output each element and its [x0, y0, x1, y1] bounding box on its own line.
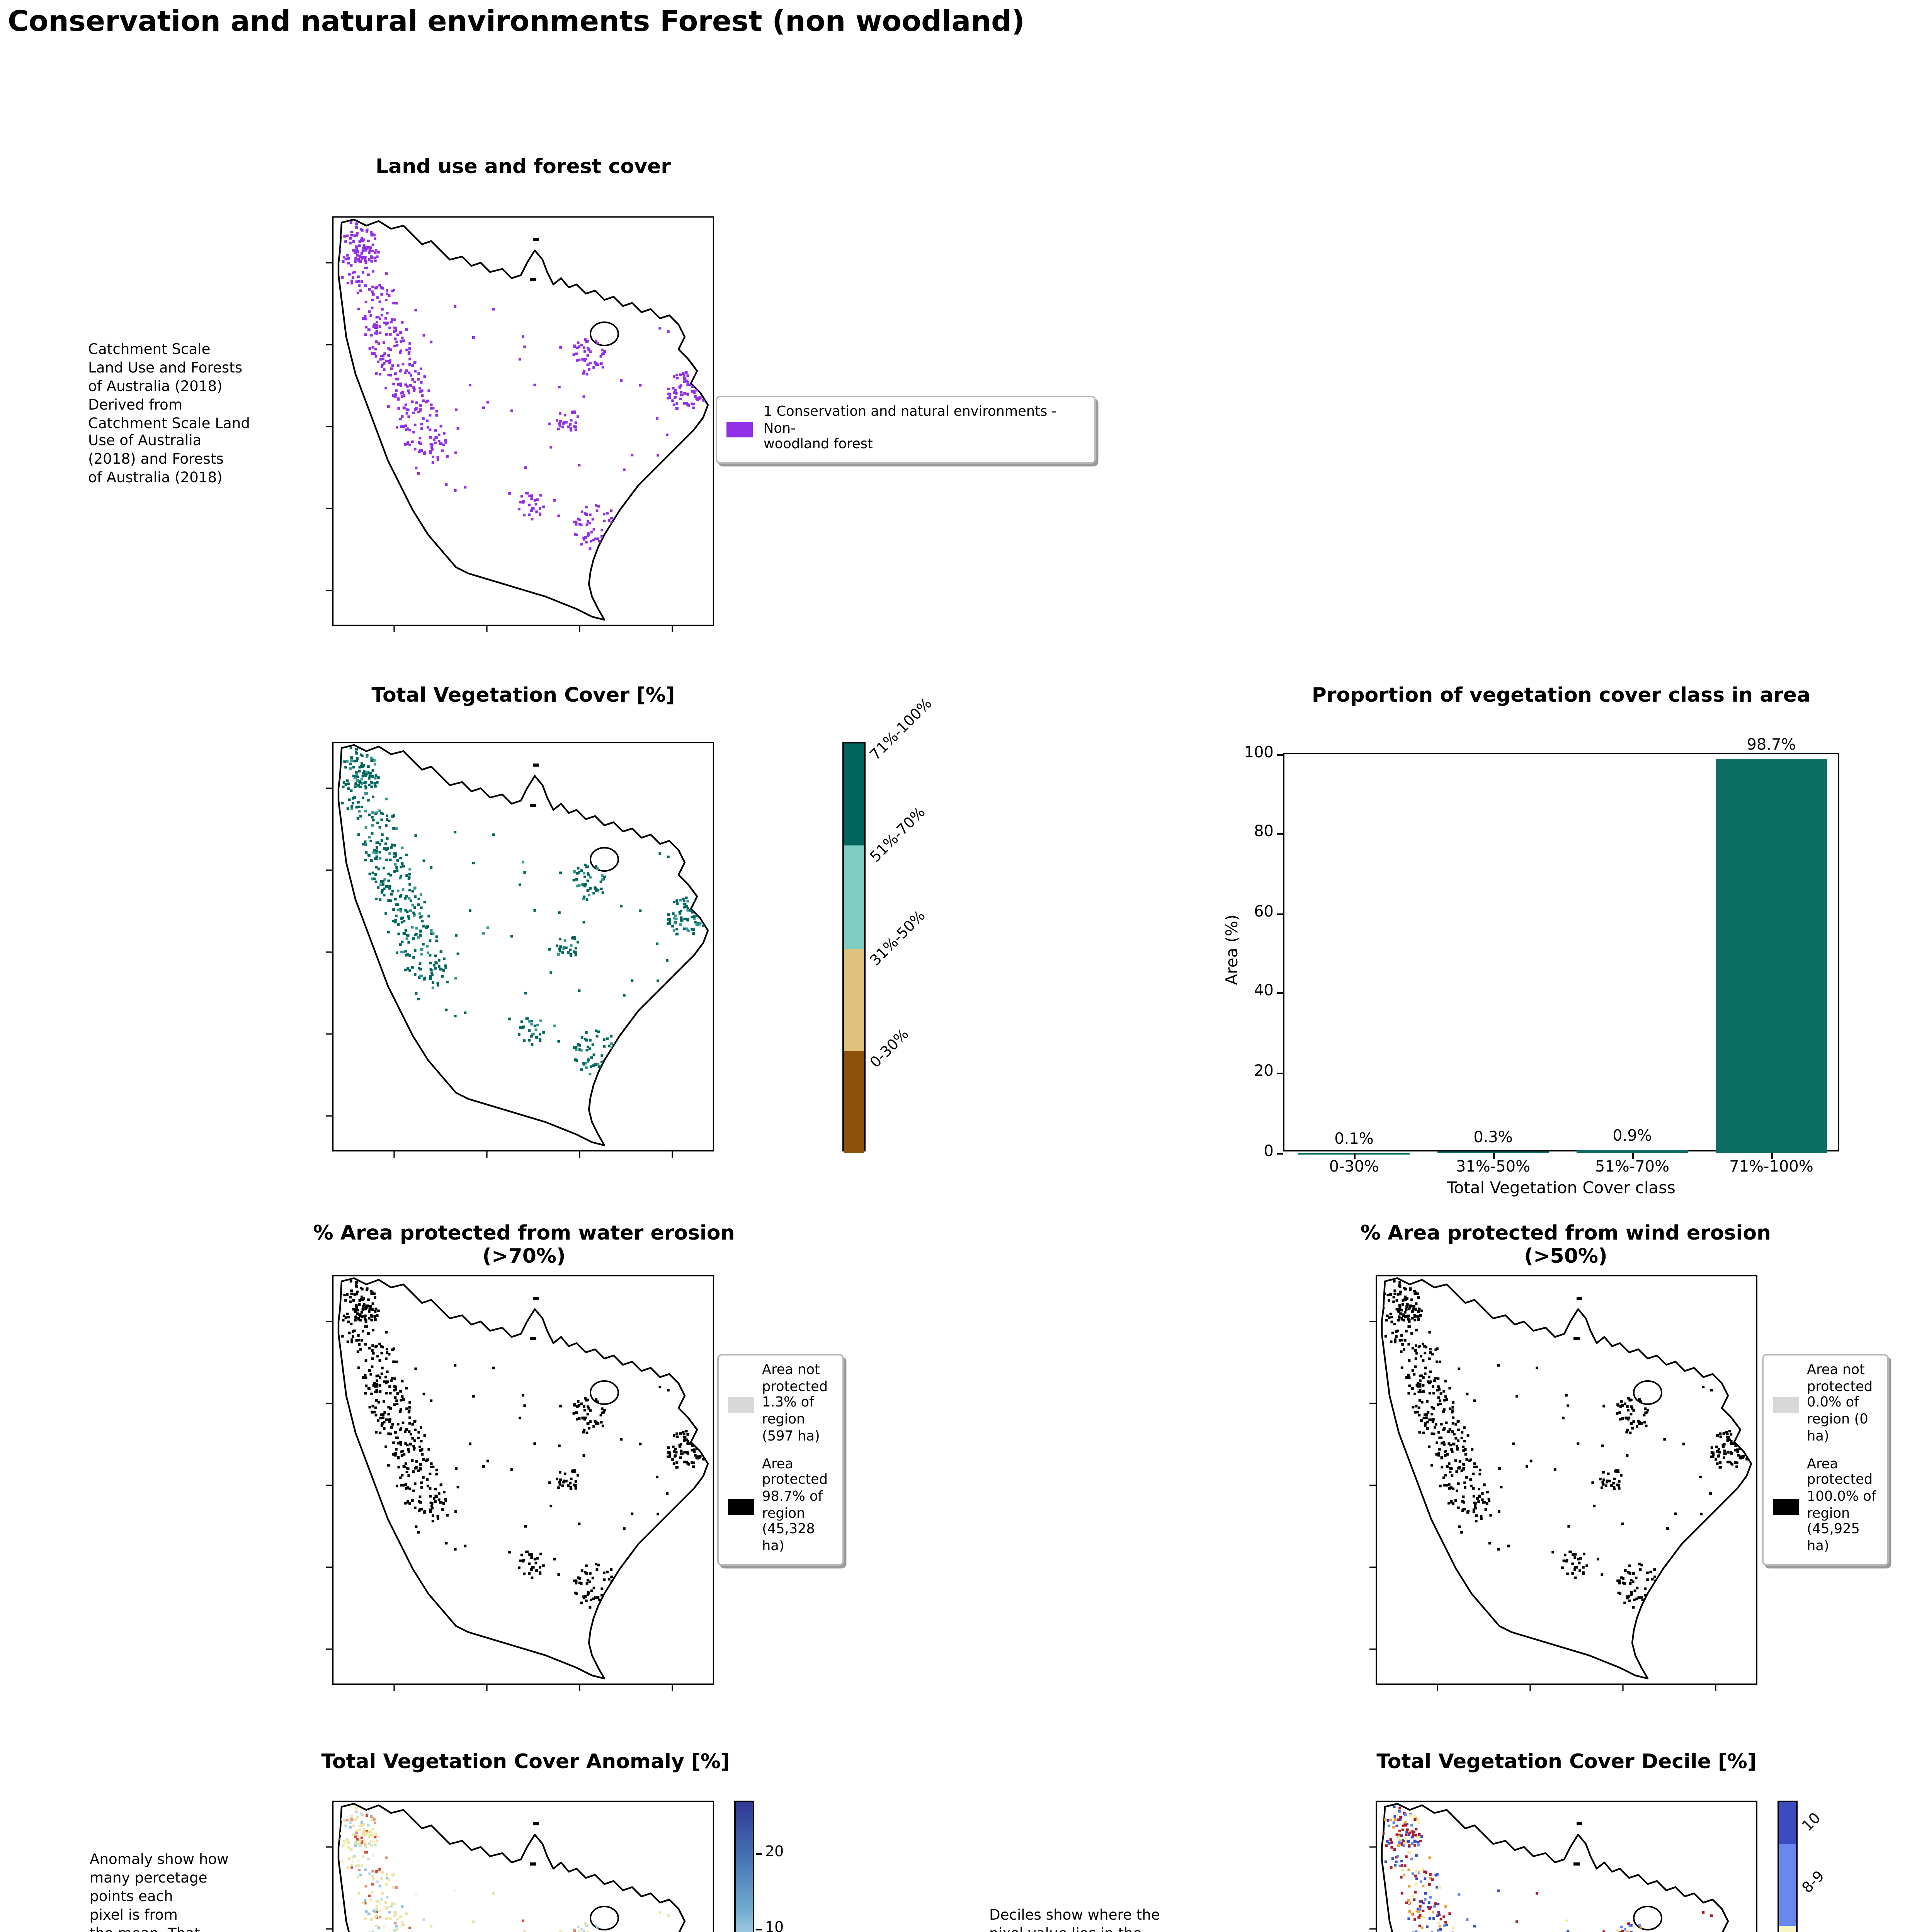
land-use-title: Land use and forest cover — [376, 156, 671, 179]
decile-map — [1376, 1801, 1757, 1932]
veg-cover-map — [332, 742, 714, 1151]
land-use-map — [332, 216, 714, 626]
colorbar-segment — [1779, 1843, 1796, 1925]
not-protected-swatch — [728, 1397, 754, 1413]
protected-swatch — [728, 1499, 754, 1514]
colorbar-tick-label: 10 — [765, 1919, 784, 1932]
colorbar-tick-label: 20 — [765, 1844, 784, 1861]
legend-entry: Area not protected 1.3% of region (597 h… — [728, 1363, 833, 1446]
bar-value-label: 0.1% — [1334, 1131, 1374, 1148]
proportion-chart-xlabel: Total Vegetation Cover class — [1447, 1179, 1675, 1198]
land-use-legend: 1 Conservation and natural environments … — [716, 396, 1096, 464]
bar-value-label: 0.3% — [1473, 1130, 1513, 1147]
veg-cover-colorbar — [842, 742, 866, 1153]
veg-cover-title: Total Vegetation Cover [%] — [371, 685, 675, 708]
y-tick-label: 40 — [1254, 983, 1274, 1001]
colorbar-label: 10 — [1799, 1810, 1825, 1836]
decile-title: Total Vegetation Cover Decile [%] — [1376, 1751, 1757, 1774]
proportion-bar-chart: 0 20 40 60 80 100 0.1% 0-30% 0.3% 31%-50% 0.9% 51%-… — [1244, 738, 1839, 1176]
anomaly-title: Total Vegetation Cover Anomaly [%] — [321, 1751, 730, 1774]
colorbar-label: 0-30% — [867, 1026, 913, 1071]
anomaly-colorbar — [734, 1801, 754, 1932]
water-erosion-map — [332, 1275, 714, 1685]
water-erosion-title: % Area protected from water erosion (>70… — [313, 1223, 735, 1269]
y-tick-label: 0 — [1264, 1143, 1274, 1160]
colorbar-segment — [844, 948, 864, 1051]
bar-value-label: 0.9% — [1613, 1128, 1652, 1145]
land-use-legend-label: 1 Conservation and natural environments … — [764, 405, 1057, 454]
bar-31%-50% — [1437, 1151, 1549, 1153]
colorbar-segment — [844, 846, 864, 948]
legend-entry: Area protected 100.0% of region (45,925 … — [1773, 1457, 1878, 1556]
y-tick-label: 60 — [1254, 903, 1274, 921]
colorbar-label: 51%-70% — [867, 804, 929, 867]
anomaly-caption: Anomaly show how many percetage points e… — [90, 1852, 229, 1932]
not-protected-swatch — [1773, 1397, 1799, 1413]
anomaly-map — [332, 1801, 714, 1932]
proportion-chart-title: Proportion of vegetation cover class in … — [1311, 685, 1811, 708]
water-erosion-legend: Area not protected 1.3% of region (597 h… — [717, 1354, 844, 1566]
colorbar-segment — [1779, 1802, 1796, 1843]
colorbar-segment — [844, 743, 864, 846]
wind-erosion-title: % Area protected from wind erosion (>50%… — [1360, 1223, 1771, 1269]
wind-erosion-map — [1376, 1275, 1757, 1685]
decile-caption: Deciles show where the pixel value lies … — [989, 1907, 1160, 1932]
bar-51%-70% — [1577, 1149, 1688, 1153]
x-tick-label: 51%-70% — [1595, 1159, 1670, 1176]
legend-entry: Area protected 98.7% of region (45,328 h… — [728, 1457, 833, 1556]
y-tick-label: 20 — [1254, 1063, 1274, 1080]
colorbar-segment — [1779, 1925, 1796, 1932]
y-tick-label: 80 — [1254, 824, 1274, 841]
x-tick-label: 31%-50% — [1456, 1159, 1531, 1176]
bar-71%-100% — [1716, 759, 1827, 1153]
protected-swatch — [1773, 1499, 1799, 1514]
x-tick-label: 0-30% — [1329, 1159, 1379, 1176]
colorbar-label: 31%-50% — [867, 907, 929, 969]
y-tick-label: 100 — [1244, 744, 1274, 761]
land-use-caption: Catchment Scale Land Use and Forests of … — [88, 342, 250, 487]
colorbar-segment — [844, 1051, 864, 1153]
legend-entry: Area not protected 0.0% of region (0 ha) — [1773, 1363, 1878, 1446]
colorbar-label: 71%-100% — [867, 696, 936, 764]
wind-erosion-legend: Area not protected 0.0% of region (0 ha)… — [1762, 1354, 1889, 1566]
bar-value-label: 98.7% — [1747, 738, 1796, 755]
land-use-legend-swatch — [726, 422, 753, 438]
x-tick-label: 71%-100% — [1729, 1159, 1813, 1176]
decile-colorbar — [1778, 1801, 1798, 1932]
colorbar-label: 8-9 — [1799, 1868, 1829, 1897]
page-title: Conservation and natural environments Fo… — [8, 6, 1025, 39]
